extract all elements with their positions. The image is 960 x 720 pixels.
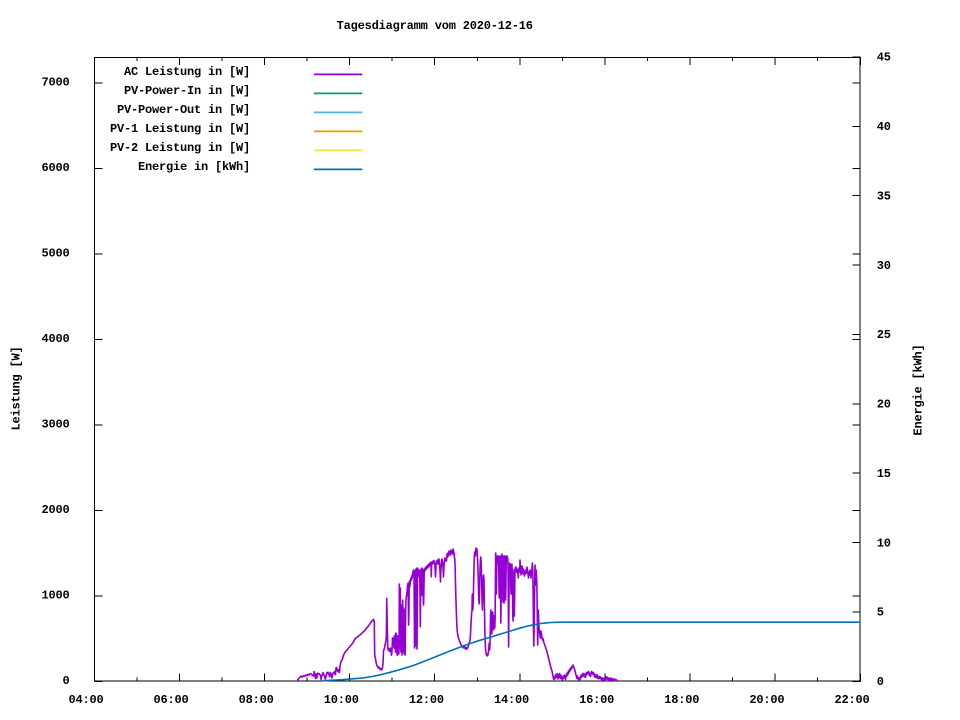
svg-text:PV-Power-In in [W]: PV-Power-In in [W]: [124, 84, 250, 98]
svg-text:22:00: 22:00: [834, 693, 869, 707]
svg-text:7000: 7000: [41, 76, 69, 90]
svg-text:4000: 4000: [41, 332, 69, 346]
svg-text:20: 20: [877, 398, 891, 412]
svg-text:10:00: 10:00: [324, 693, 359, 707]
svg-text:04:00: 04:00: [68, 693, 103, 707]
svg-text:PV-Power-Out in [W]: PV-Power-Out in [W]: [117, 103, 250, 117]
svg-text:40: 40: [877, 120, 891, 134]
svg-text:0: 0: [877, 675, 884, 689]
svg-text:AC Leistung in [W]: AC Leistung in [W]: [124, 65, 250, 79]
svg-text:35: 35: [877, 189, 891, 203]
svg-text:Tagesdiagramm vom 2020-12-16: Tagesdiagramm vom 2020-12-16: [337, 19, 533, 33]
svg-text:15: 15: [877, 467, 891, 481]
svg-text:08:00: 08:00: [239, 693, 274, 707]
svg-text:45: 45: [877, 51, 891, 65]
svg-text:1000: 1000: [41, 588, 69, 602]
svg-text:25: 25: [877, 328, 891, 342]
svg-text:18:00: 18:00: [664, 693, 699, 707]
svg-text:2000: 2000: [41, 503, 69, 517]
svg-text:10: 10: [877, 536, 891, 550]
svg-text:06:00: 06:00: [154, 693, 189, 707]
svg-text:5: 5: [877, 606, 884, 620]
svg-text:Energie in [kWh]: Energie in [kWh]: [138, 160, 250, 174]
svg-text:5000: 5000: [41, 247, 69, 261]
svg-text:30: 30: [877, 259, 891, 273]
svg-text:6000: 6000: [41, 161, 69, 175]
svg-text:16:00: 16:00: [579, 693, 614, 707]
svg-text:PV-1 Leistung in [W]: PV-1 Leistung in [W]: [110, 122, 250, 136]
svg-text:3000: 3000: [41, 418, 69, 432]
svg-text:12:00: 12:00: [409, 693, 444, 707]
svg-text:20:00: 20:00: [749, 693, 784, 707]
svg-text:PV-2 Leistung in [W]: PV-2 Leistung in [W]: [110, 141, 250, 155]
svg-text:Energie [kWh]: Energie [kWh]: [911, 344, 925, 435]
svg-text:14:00: 14:00: [494, 693, 529, 707]
svg-text:0: 0: [62, 674, 69, 688]
svg-text:Leistung [W]: Leistung [W]: [9, 346, 23, 430]
